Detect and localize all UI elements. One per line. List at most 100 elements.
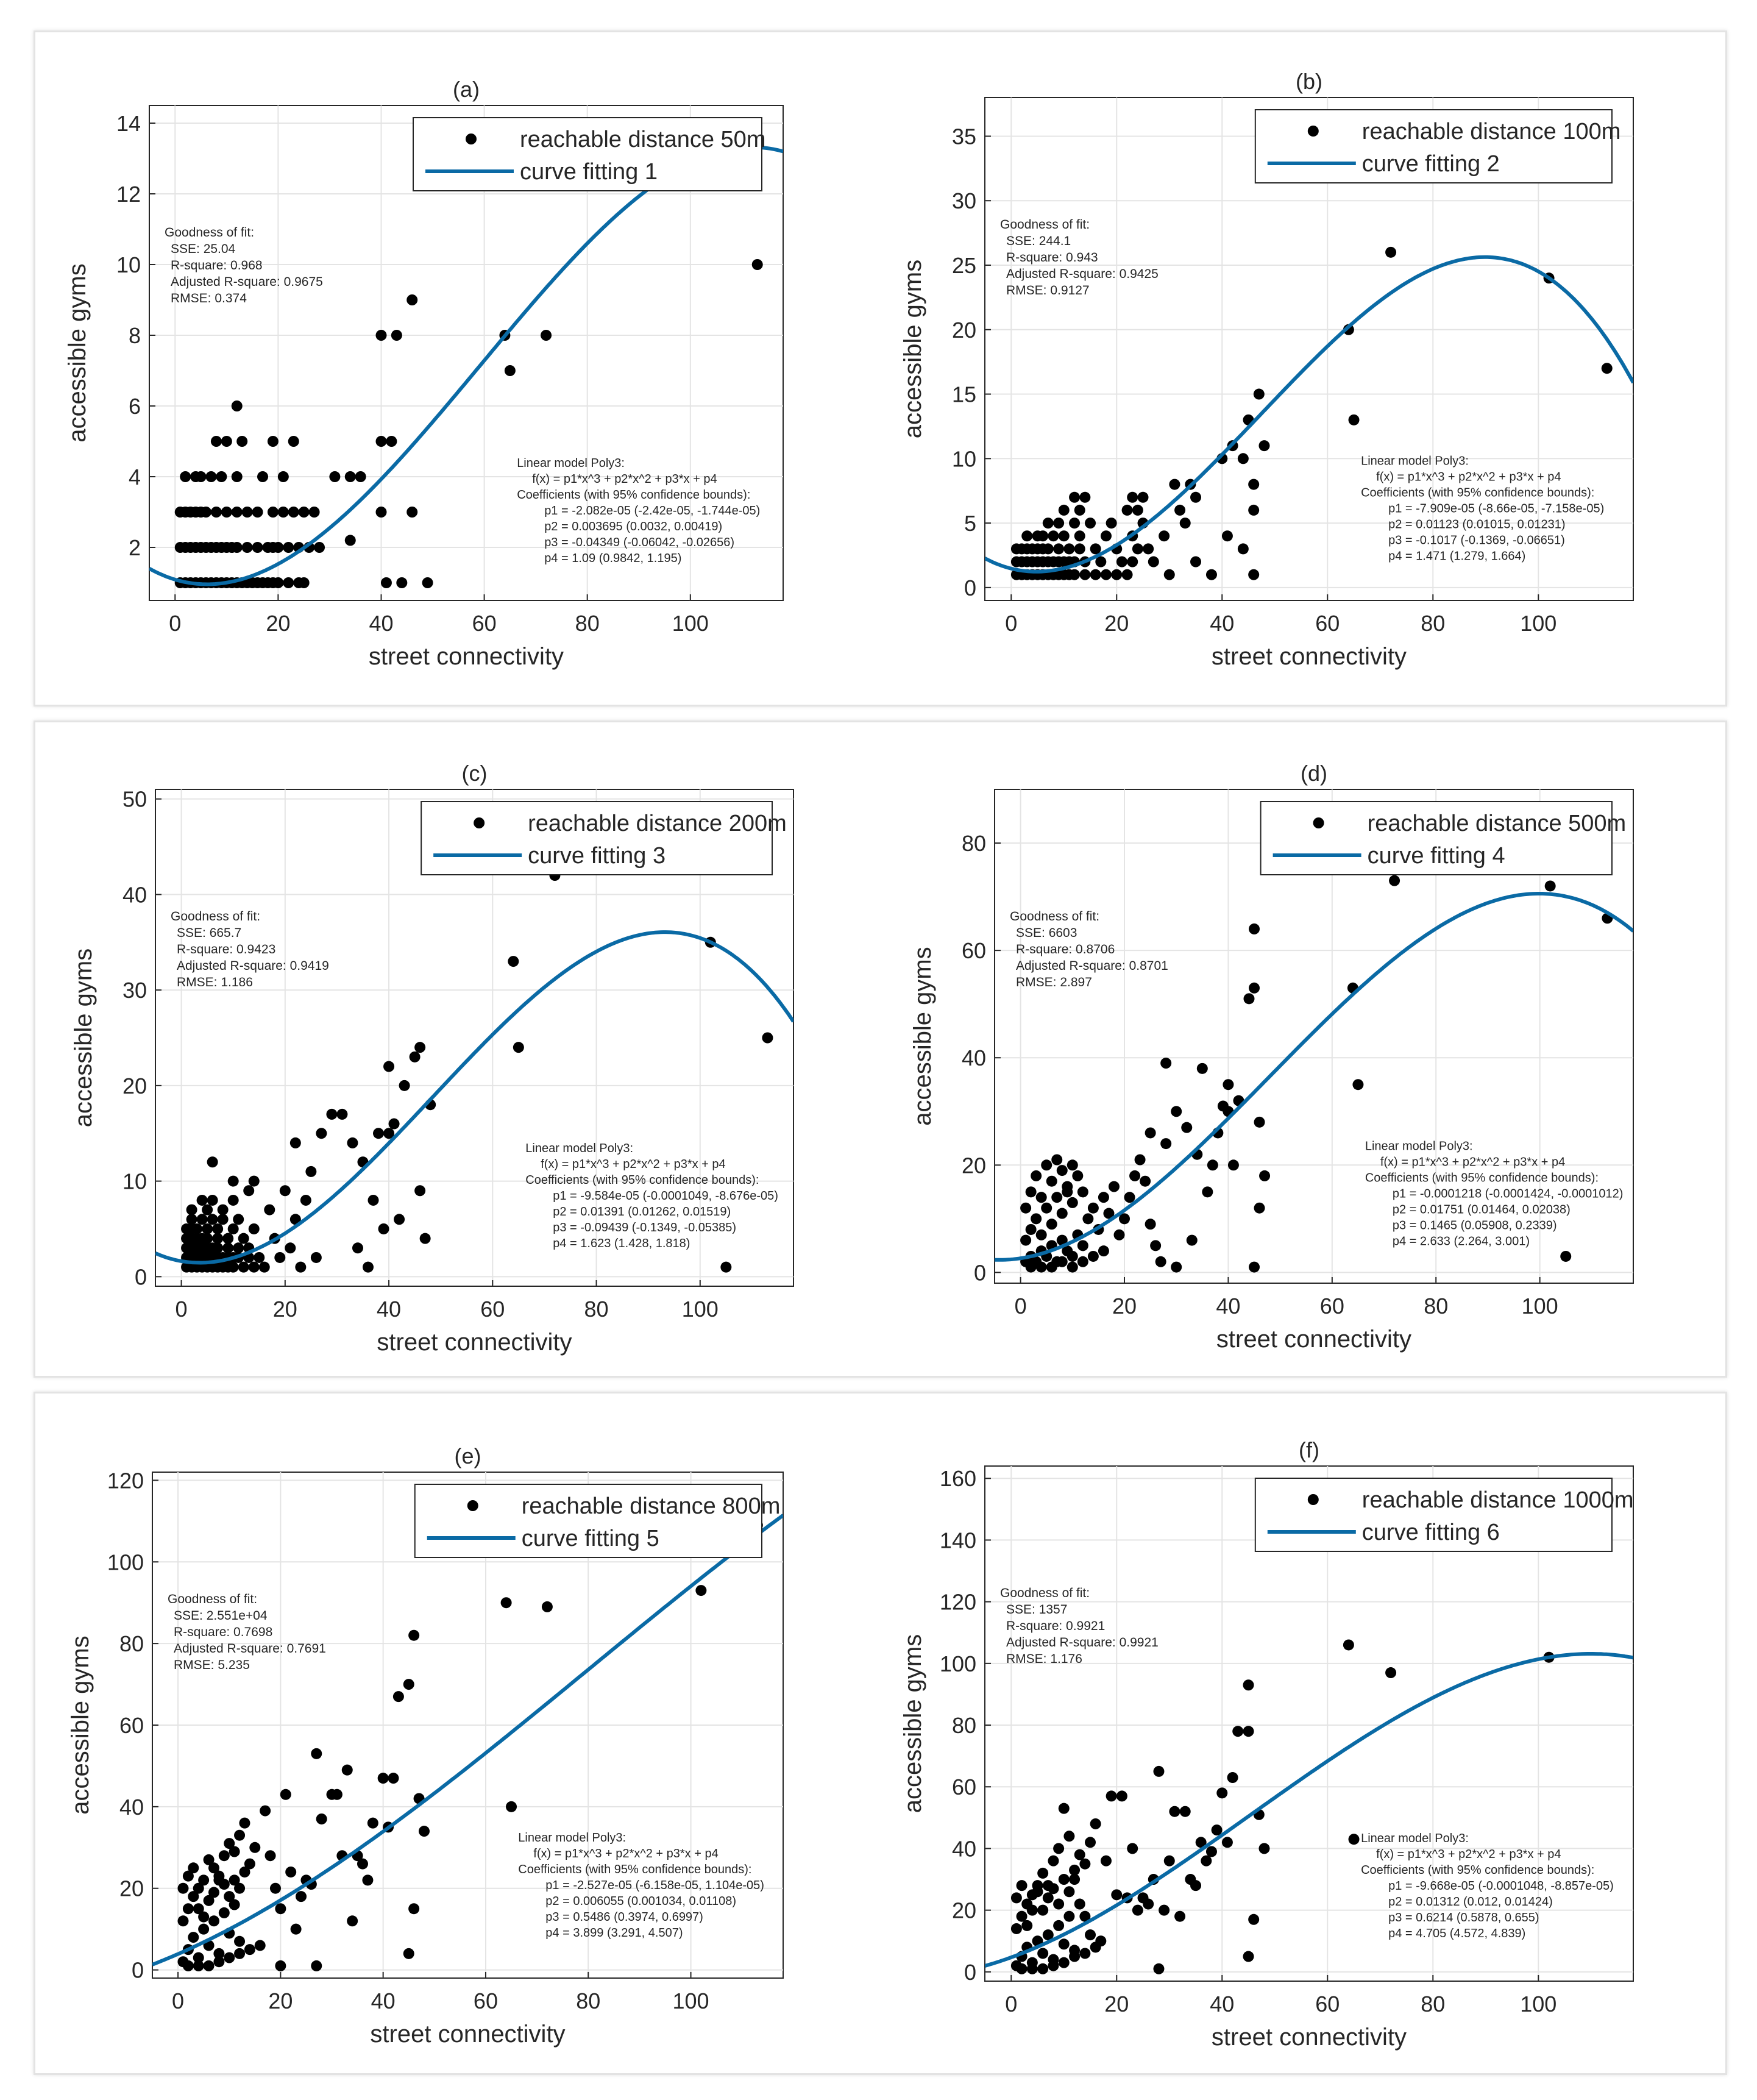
data-point [244,1944,255,1956]
y-tick-label: 10 [116,252,141,277]
data-point [1116,556,1127,568]
data-point [1232,1726,1244,1737]
data-point [1021,530,1033,542]
data-point [274,1251,286,1263]
data-point [188,1862,199,1874]
gof-line: R-square: 0.943 [1006,251,1098,265]
legend-scatter-label: reachable distance 200m [528,811,787,836]
data-point [1069,518,1081,529]
data-point [1216,1787,1228,1799]
data-point [1035,1261,1047,1273]
data-point [272,542,284,553]
model-line: Coefficients (with 95% confidence bounds… [525,1173,759,1187]
gof-line: SSE: 665.7 [177,926,241,940]
model-line: p1 = -2.527e-05 (-6.158e-05, 1.104e-05) [545,1879,764,1892]
gof-line: RMSE: 1.186 [177,975,253,989]
data-point [1042,543,1054,555]
data-point [193,1903,204,1915]
fit-curve [152,1514,783,1967]
data-point [275,1903,286,1915]
data-point [218,1907,230,1918]
data-point [238,1261,249,1273]
x-tick-label: 60 [1315,611,1340,636]
data-point [1348,1834,1360,1845]
data-point [300,1194,311,1206]
y-tick-label: 0 [964,575,976,600]
fit-curve [985,1652,1633,1968]
data-point [311,1748,322,1759]
data-point [248,1223,260,1234]
data-point [1085,518,1096,529]
data-point [275,1960,286,1971]
data-layer [155,870,793,1273]
y-tick-label: 20 [962,1153,986,1178]
data-point [1153,1765,1165,1777]
data-point [267,436,279,447]
data-point [1221,530,1233,542]
data-point [386,436,397,447]
data-point [1048,1855,1059,1867]
data-point [231,471,243,482]
data-point [193,1952,204,1963]
data-point [1037,1948,1049,1959]
data-point [1031,1213,1042,1225]
data-point [208,1887,219,1898]
x-tick-label: 80 [575,611,600,636]
data-point [1046,1175,1057,1187]
data-point [1143,543,1154,555]
y-tick-label: 20 [952,1898,976,1923]
data-point [1067,1261,1078,1273]
x-tick-label: 0 [1005,611,1017,636]
data-point [280,1789,291,1800]
data-point [406,507,418,518]
data-layer [985,246,1633,580]
data-point [751,259,763,270]
data-point [1037,530,1049,542]
y-tick-label: 8 [129,323,141,348]
y-tick-label: 20 [952,318,976,343]
data-point [399,1080,410,1091]
data-point [1132,543,1143,555]
data-point [231,507,243,518]
data-point [1051,1192,1063,1203]
data-point [1190,556,1202,568]
x-tick-label: 100 [672,611,709,636]
data-point [377,1773,389,1784]
data-point [347,1137,358,1148]
y-tick-label: 100 [107,1550,144,1575]
data-point [394,1214,405,1225]
data-point [231,400,243,411]
data-point [285,1866,297,1878]
x-tick-label: 60 [472,611,497,636]
data-point [422,577,433,588]
data-point [201,507,212,518]
model-line: p3 = -0.09439 (-0.1349, -0.05385) [553,1221,736,1234]
data-point [1201,1855,1212,1867]
data-point [1085,1929,1096,1941]
y-tick-label: 120 [940,1590,976,1615]
data-point [207,1156,218,1168]
x-tick-label: 40 [377,1297,401,1322]
data-point [177,1915,189,1927]
data-point [1132,504,1143,516]
data-point [1159,530,1170,542]
legend-marker-scatter [1313,817,1324,828]
data-point [1010,1923,1022,1934]
data-point [1051,1154,1063,1166]
y-tick-label: 60 [952,1774,976,1799]
data-layer [152,1514,783,1971]
data-point [229,1874,240,1886]
y-tick-label: 20 [119,1876,144,1901]
data-point [1108,1181,1120,1192]
y-tick-label: 40 [962,1045,986,1070]
y-tick-label: 0 [132,1958,144,1983]
data-point [1190,1880,1202,1892]
gof-line: Goodness of fit: [1010,909,1099,924]
data-point [1205,569,1217,580]
data-point [1132,1904,1143,1916]
data-point [283,577,294,588]
gof-line: Adjusted R-square: 0.8701 [1016,959,1168,973]
data-point [188,1932,199,1943]
